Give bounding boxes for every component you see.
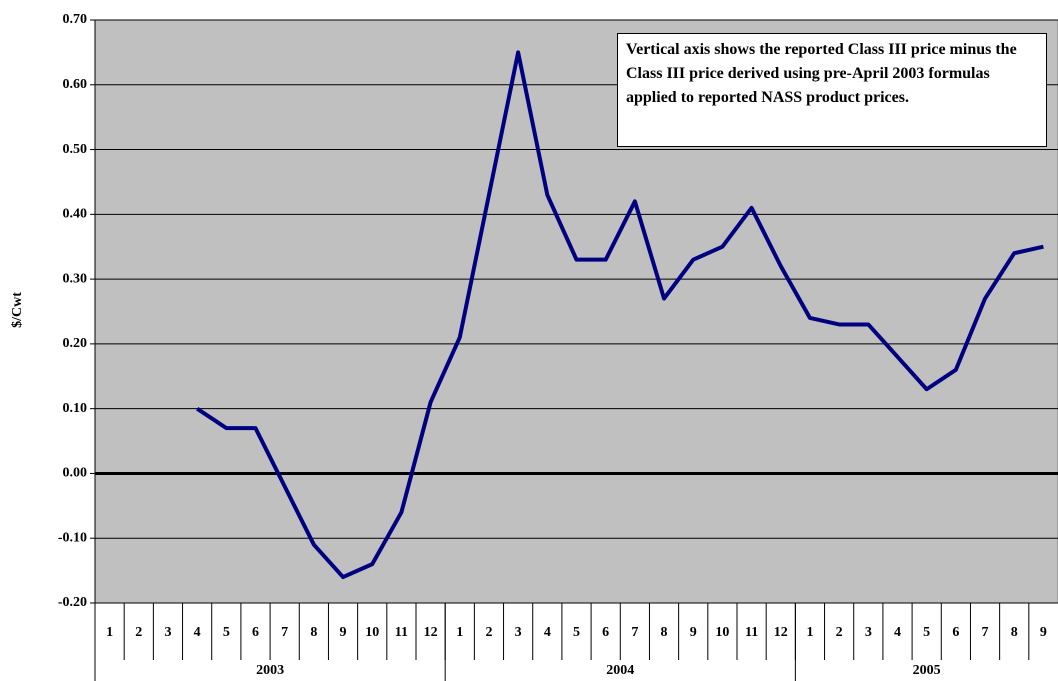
x-tick-label: 10	[715, 625, 729, 640]
y-axis-label: $/Cwt	[10, 292, 25, 328]
x-tick-label: 7	[631, 625, 638, 640]
y-tick-label: 0.20	[63, 336, 88, 351]
y-tick-label: 0.00	[63, 466, 88, 481]
x-tick-label: 1	[106, 625, 113, 640]
x-tick-label: 9	[690, 625, 697, 640]
x-tick-label: 10	[365, 625, 379, 640]
x-tick-label: 2	[485, 625, 492, 640]
x-tick-label: 4	[894, 625, 901, 640]
x-tick-label: 3	[164, 625, 171, 640]
x-tick-label: 7	[281, 625, 288, 640]
x-tick-label: 1	[456, 625, 463, 640]
y-tick-label: 0.30	[63, 271, 88, 286]
x-tick-label: 11	[395, 625, 408, 640]
x-tick-label: 12	[774, 625, 788, 640]
x-tick-label: 12	[424, 625, 438, 640]
y-tick-label: 0.50	[63, 142, 88, 157]
x-tick-label: 5	[573, 625, 580, 640]
x-tick-label: 6	[952, 625, 959, 640]
x-tick-label: 4	[194, 625, 201, 640]
x-tick-label: 8	[1011, 625, 1018, 640]
x-tick-label: 2	[135, 625, 142, 640]
y-tick-label: -0.10	[58, 530, 87, 545]
data-line	[196, 50, 1044, 580]
y-tick-label: 0.40	[63, 207, 88, 222]
x-tick-label: 5	[223, 625, 230, 640]
x-tick-label: 6	[252, 625, 259, 640]
x-tick-label: 6	[602, 625, 609, 640]
x-tick-label: 2	[836, 625, 843, 640]
x-tick-label: 7	[982, 625, 989, 640]
group-label: 2004	[606, 663, 634, 678]
x-tick-label: 5	[923, 625, 930, 640]
group-label: 2003	[256, 663, 284, 678]
y-tick-label: -0.20	[58, 595, 87, 610]
group-label: 2005	[913, 663, 941, 678]
x-tick-label: 3	[515, 625, 522, 640]
y-tick-label: 0.10	[63, 401, 88, 416]
x-tick-label: 11	[745, 625, 758, 640]
x-tick-label: 1	[806, 625, 813, 640]
annotation: Vertical axis shows the reported Class I…	[617, 33, 1047, 147]
x-tick-label: 8	[661, 625, 668, 640]
x-tick-label: 9	[1040, 625, 1047, 640]
x-tick-label: 3	[865, 625, 872, 640]
y-tick-label: 0.70	[63, 12, 88, 27]
x-tick-label: 4	[544, 625, 551, 640]
x-tick-label: 9	[340, 625, 347, 640]
y-tick-label: 0.60	[63, 77, 88, 92]
x-tick-label: 8	[310, 625, 317, 640]
